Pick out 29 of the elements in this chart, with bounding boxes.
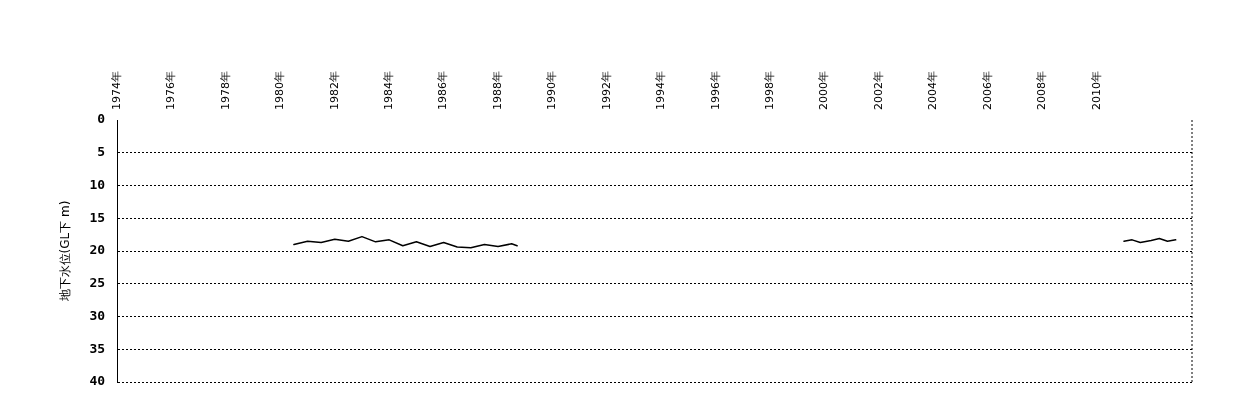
x-tick-label: 1984年 [382,71,396,110]
y-tick-label: 5 [97,144,106,160]
x-tick-label: 1986年 [436,71,450,110]
x-tick-label: 1990年 [545,71,559,110]
y-tick-label: 10 [89,176,106,192]
x-tick-label: 2006年 [980,71,994,110]
y-tick-label: 15 [89,209,106,225]
x-tick-label: 1988年 [490,71,504,110]
x-tick-label: 2008年 [1035,71,1049,110]
y-tick-label: 30 [89,307,106,323]
x-tick-label: 1992年 [599,71,613,110]
y-tick-label: 25 [89,275,106,291]
y-tick-label: 40 [89,373,106,389]
x-tick-label: 1974年 [109,71,123,110]
x-tick-label: 2000年 [817,71,831,110]
y-tick-label: 35 [89,340,106,356]
x-tick-label: 1976年 [164,71,178,110]
x-tick-label: 2010年 [1089,71,1103,110]
x-tick-label: 1994年 [654,71,668,110]
y-tick-label: 0 [97,111,106,127]
x-tick-label: 1980年 [273,71,287,110]
x-tick-label: 1978年 [218,71,232,110]
x-tick-label: 1996年 [708,71,722,110]
x-tick-label: 2004年 [926,71,940,110]
x-tick-label: 1998年 [763,71,777,110]
x-tick-label: 1982年 [327,71,341,110]
y-tick-label: 20 [89,242,106,258]
x-tick-label: 2002年 [871,71,885,110]
y-axis-title: 地下水位(GL下 m) [58,200,73,303]
